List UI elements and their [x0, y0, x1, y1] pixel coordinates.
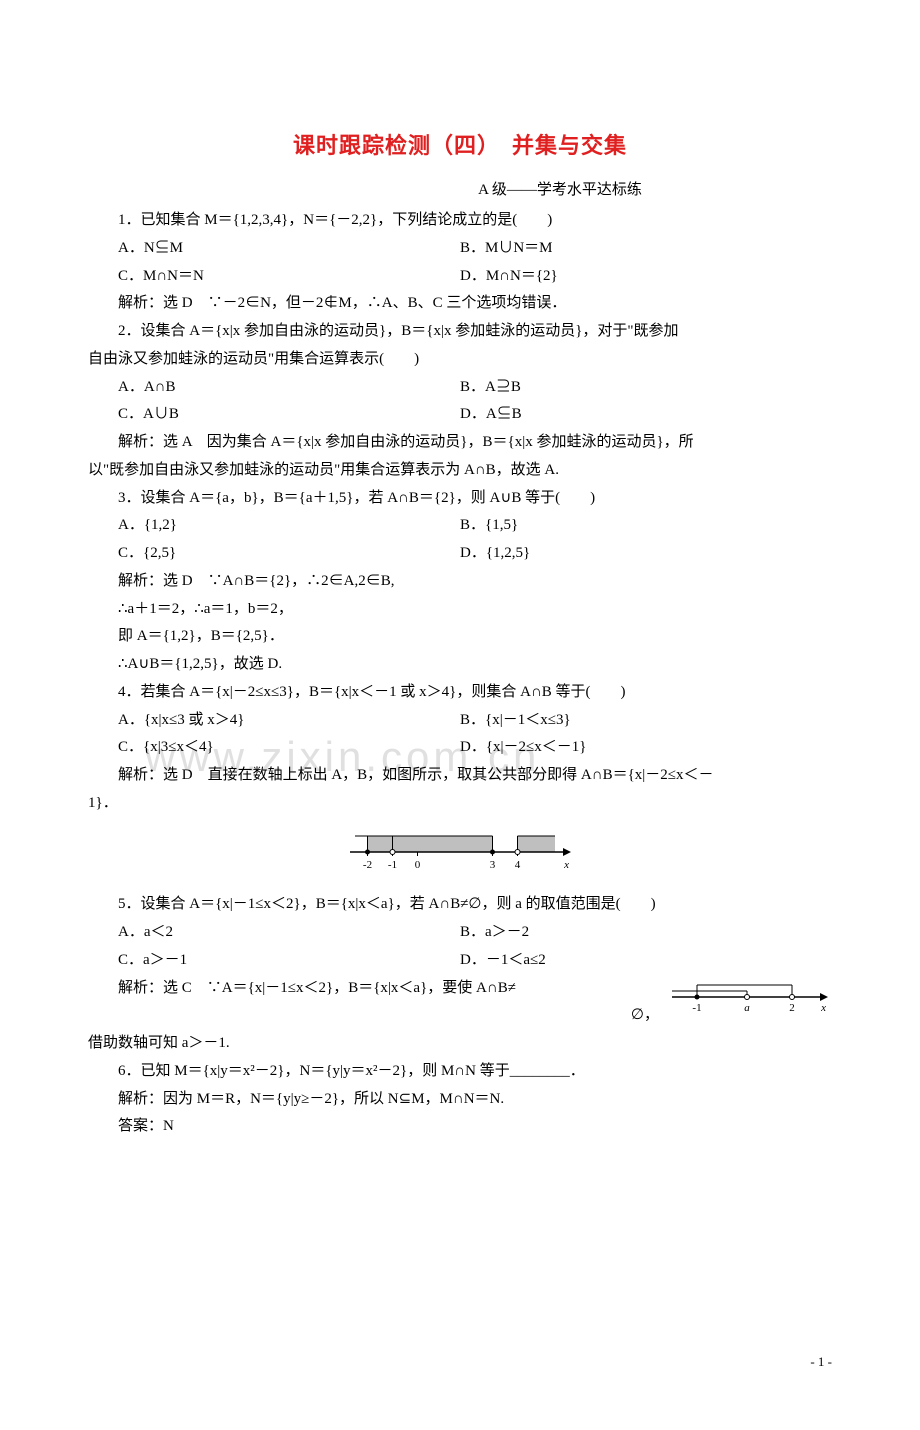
q2-stem1: 2．设集合 A＝{x|x 参加自由泳的运动员}，B＝{x|x 参加蛙泳的运动员}…	[88, 318, 832, 346]
q1-opt-b: B．M∪N＝M	[460, 235, 832, 263]
svg-text:-2: -2	[363, 859, 372, 871]
q2-opt-a: A．A∩B	[88, 374, 460, 402]
q3-sol1: 解析：选 D ∵A∩B＝{2}，∴2∈A,2∈B,	[88, 568, 832, 596]
q4-opt-c: C．{x|3≤x＜4}	[88, 734, 460, 762]
content-body: 1．已知集合 M＝{1,2,3,4}，N＝{－2,2}，下列结论成立的是( ) …	[0, 207, 920, 1141]
q5-stem: 5．设集合 A＝{x|－1≤x＜2}，B＝{x|x＜a}，若 A∩B≠∅，则 a…	[88, 891, 832, 919]
q3-sol3: 即 A＝{1,2}，B＝{2,5}．	[88, 623, 832, 651]
q3-opt-a: A．{1,2}	[88, 512, 460, 540]
q3-stem: 3．设集合 A＝{a，b}，B＝{a＋1,5}，若 A∩B＝{2}，则 A∪B …	[88, 485, 832, 513]
q1-stem: 1．已知集合 M＝{1,2,3,4}，N＝{－2,2}，下列结论成立的是( )	[88, 207, 832, 235]
q3-opt-c: C．{2,5}	[88, 540, 460, 568]
q5-sol1a: 解析：选 C ∵A＝{x|－1≤x＜2}，B＝{x|x＜a}，要使 A∩B≠	[118, 980, 516, 996]
q6-ans: 答案：N	[88, 1113, 832, 1141]
q4-opt-b: B．{x|－1＜x≤3}	[460, 707, 832, 735]
svg-text:2: 2	[789, 1002, 795, 1014]
q1-opt-d: D．M∩N＝{2}	[460, 263, 832, 291]
q2-stem2: 自由泳又参加蛙泳的运动员"用集合运算表示( )	[88, 346, 832, 374]
q2-opt-b: B．A⊇B	[460, 374, 832, 402]
q3-sol2: ∴a＋1＝2，∴a＝1，b＝2，	[88, 596, 832, 624]
q3-opt-b: B．{1,5}	[460, 512, 832, 540]
q5-sol1b: ∅，	[631, 1002, 659, 1030]
q4-opt-a: A．{x|x≤3 或 x＞4}	[88, 707, 460, 735]
svg-text:-1: -1	[388, 859, 397, 871]
subtitle: A 级——学考水平达标练	[0, 178, 920, 199]
q1-sol: 解析：选 D ∵－2∈N，但－2∉M，∴A、B、C 三个选项均错误．	[88, 290, 832, 318]
q4-stem: 4．若集合 A＝{x|－2≤x≤3}，B＝{x|x＜－1 或 x＞4}，则集合 …	[88, 679, 832, 707]
q6-sol: 解析：因为 M＝R，N＝{y|y≥－2}，所以 N⊆M，M∩N＝N.	[88, 1086, 832, 1114]
q2-opt-c: C．A∪B	[88, 401, 460, 429]
q5-opt-d: D．－1＜a≤2	[460, 947, 832, 975]
svg-text:-1: -1	[692, 1002, 701, 1014]
page-title: 课时跟踪检测（四） 并集与交集	[0, 128, 920, 160]
q6-stem: 6．已知 M＝{x|y＝x²－2}，N＝{y|y＝x²－2}，则 M∩N 等于_…	[88, 1058, 832, 1086]
svg-text:x: x	[820, 1002, 826, 1014]
q4-sol2: 1}．	[88, 790, 832, 818]
q5-opt-b: B．a＞－2	[460, 919, 832, 947]
q3-sol4: ∴A∪B＝{1,2,5}，故选 D.	[88, 651, 832, 679]
svg-text:4: 4	[515, 859, 521, 871]
q2-sol2: 以"既参加自由泳又参加蛙泳的运动员"用集合运算表示为 A∩B，故选 A.	[88, 457, 832, 485]
svg-text:a: a	[744, 1002, 750, 1014]
q1-opt-c: C．M∩N＝N	[88, 263, 460, 291]
q1-opt-a: A．N⊆M	[88, 235, 460, 263]
svg-text:0: 0	[415, 859, 421, 871]
page-number: - 1 -	[810, 1354, 832, 1370]
q4-sol1: 解析：选 D 直接在数轴上标出 A，B，如图所示，取其公共部分即得 A∩B＝{x…	[88, 762, 832, 790]
numline1-figure: -2 -1 0 3 4 x	[88, 822, 832, 888]
q5-opt-c: C．a＞－1	[88, 947, 460, 975]
q2-opt-d: D．A⊆B	[460, 401, 832, 429]
q5-sol-row: -1 a 2 x 解析：选 C ∵A＝{x|－1≤x＜2}，B＝{x|x＜a}，要使 …	[88, 975, 832, 1031]
q4-opt-d: D．{x|－2≤x＜－1}	[460, 734, 832, 762]
q3-opt-d: D．{1,2,5}	[460, 540, 832, 568]
q5-sol2: 借助数轴可知 a＞－1.	[88, 1030, 832, 1058]
numline2-figure: -1 a 2 x	[667, 977, 832, 1019]
svg-text:x: x	[563, 859, 569, 871]
q2-sol1: 解析：选 A 因为集合 A＝{x|x 参加自由泳的运动员}，B＝{x|x 参加蛙…	[88, 429, 832, 457]
q5-opt-a: A．a＜2	[88, 919, 460, 947]
svg-text:3: 3	[490, 859, 496, 871]
